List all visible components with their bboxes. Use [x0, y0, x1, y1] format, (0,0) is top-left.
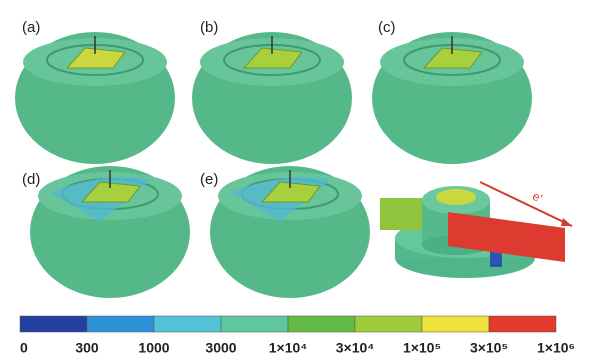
colorbar-segment	[355, 316, 422, 332]
figure: (a) (b) (c) (d) (e) e' 0 300 1000 3000 1×10⁴ 3×10…	[0, 0, 595, 362]
panel: (e)	[200, 166, 370, 298]
colorbar-segment	[489, 316, 556, 332]
colorbar-label: 1×10⁴	[269, 340, 308, 356]
colorbar-label: 3000	[205, 340, 236, 356]
colorbar-label: 1000	[138, 340, 169, 356]
colorbar-segment	[87, 316, 154, 332]
panel-label: (c)	[378, 19, 396, 36]
colorbar-label: 3×10⁴	[336, 340, 375, 356]
panel-label: (d)	[22, 171, 40, 188]
panel: (b)	[192, 19, 352, 164]
panel-label: (b)	[200, 19, 218, 36]
colorbar-label: 0	[20, 340, 28, 356]
colorbar-label: 300	[75, 340, 99, 356]
panel: (a)	[15, 19, 175, 164]
colorbar-segment	[288, 316, 355, 332]
panel-label: (e)	[200, 171, 218, 188]
colorbar-label: 1×10⁵	[403, 340, 441, 356]
colorbar-segment	[422, 316, 489, 332]
colorbar: 0 300 1000 3000 1×10⁴ 3×10⁴ 1×10⁵ 3×10⁵ 1×10⁶	[20, 316, 575, 356]
panel-label: (a)	[22, 19, 40, 36]
colorbar-segment	[221, 316, 288, 332]
panel: (c)	[372, 19, 532, 164]
annotation: e'	[530, 189, 544, 205]
panel: (d)	[22, 166, 190, 298]
colorbar-segment	[20, 316, 87, 332]
apparatus: e'	[380, 182, 572, 278]
colorbar-label: 3×10⁵	[470, 340, 508, 356]
colorbar-segment	[154, 316, 221, 332]
colorbar-label: 1×10⁶	[537, 340, 575, 356]
